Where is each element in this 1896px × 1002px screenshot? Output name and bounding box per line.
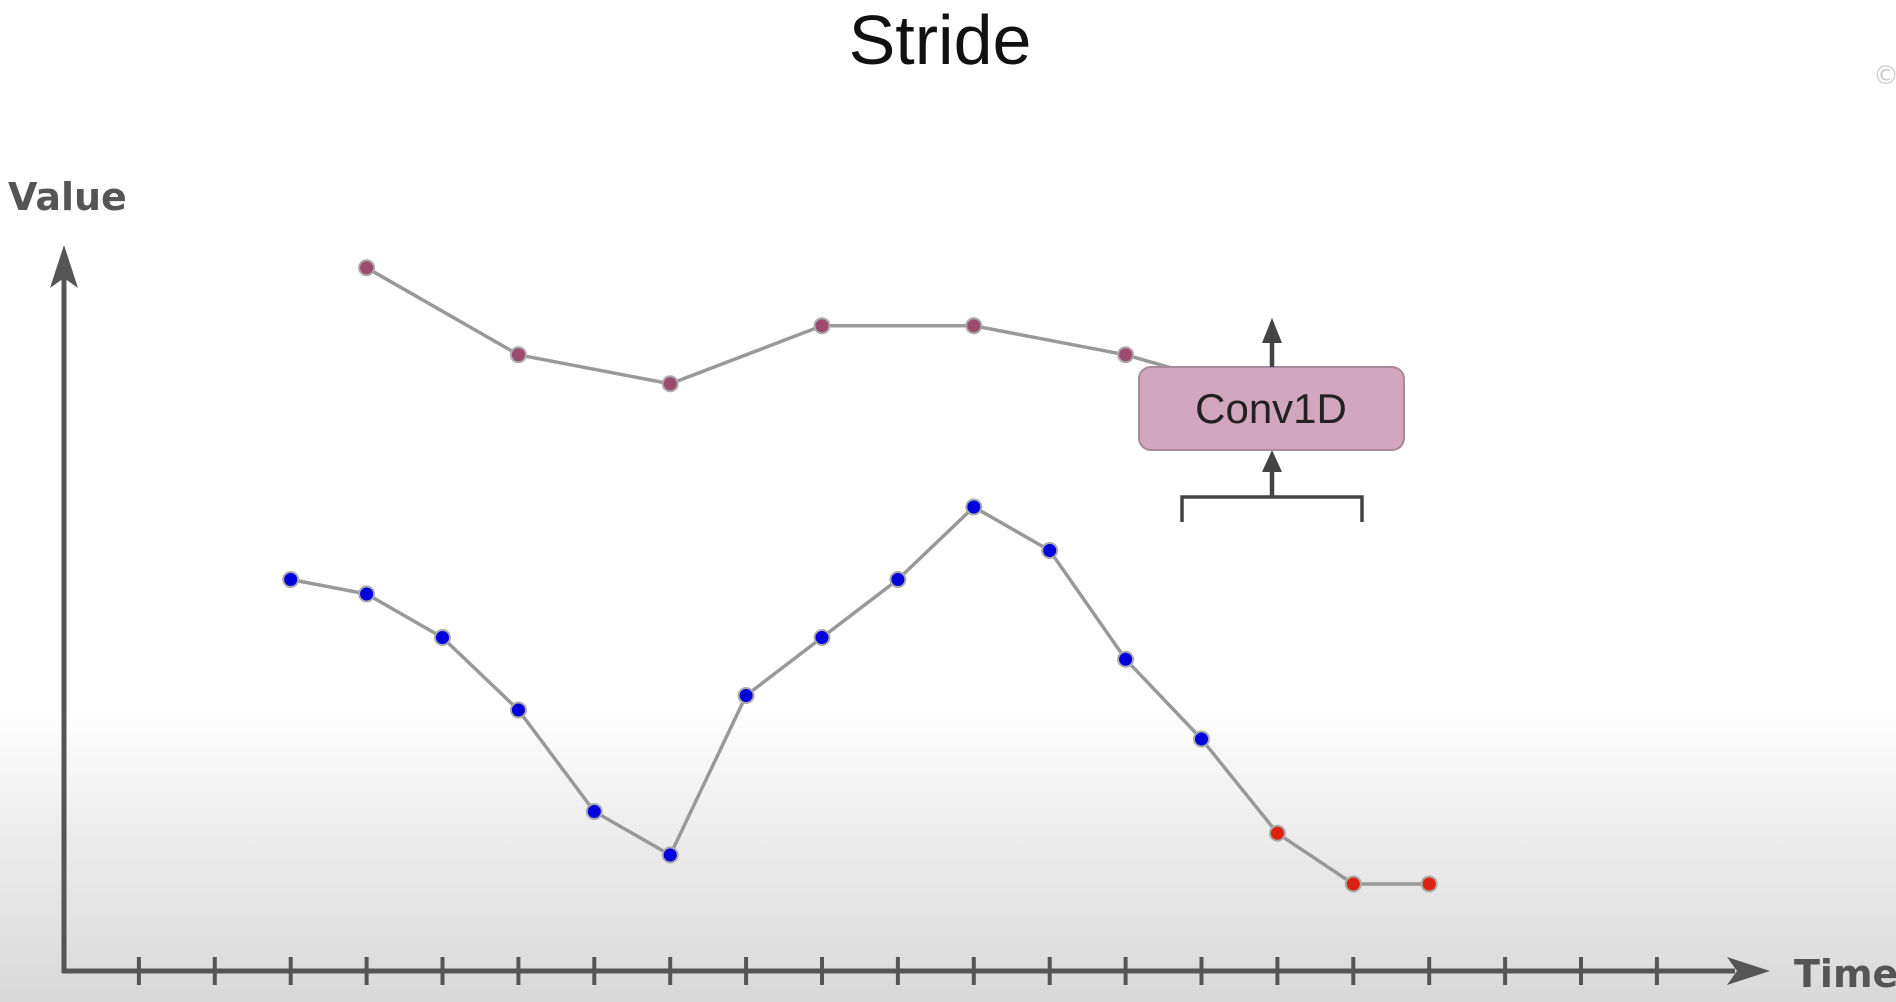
- input-point: [358, 585, 376, 603]
- output-point: [358, 259, 376, 277]
- axes: [50, 245, 1770, 985]
- input-point: [509, 701, 527, 719]
- input-point: [889, 571, 907, 588]
- input-point: [1117, 650, 1135, 668]
- input-point: [965, 498, 983, 516]
- output-point: [509, 346, 527, 364]
- page-title: Stride: [849, 1, 1032, 79]
- window-point: [1268, 824, 1286, 842]
- window-point: [1344, 875, 1362, 893]
- input-series: [282, 498, 1438, 893]
- output-arrowhead: [1262, 318, 1282, 343]
- input-point: [1193, 730, 1210, 748]
- input-point: [282, 571, 300, 588]
- y-axis-arrowhead: [50, 245, 78, 288]
- x-axis-ticks: [136, 957, 1659, 985]
- receptive-field-bracket: [1180, 495, 1364, 522]
- input-point: [434, 629, 451, 646]
- conv1d-block: Conv1D: [1138, 318, 1405, 522]
- input-point: [1041, 542, 1059, 559]
- output-point: [965, 317, 983, 335]
- output-point: [813, 317, 831, 335]
- input-point: [661, 846, 679, 864]
- input-series-line: [290, 505, 1430, 886]
- corner-mark: ©: [1873, 61, 1896, 91]
- window-point: [1420, 875, 1438, 893]
- output-point: [661, 375, 679, 393]
- input-arrowhead: [1262, 450, 1282, 472]
- x-axis-arrowhead: [1727, 957, 1770, 985]
- conv1d-label: Conv1D: [1195, 385, 1347, 432]
- input-point: [585, 803, 603, 820]
- y-axis-label: Value: [8, 175, 127, 219]
- x-axis-label: Time: [1794, 952, 1896, 996]
- input-point: [813, 629, 831, 646]
- input-point: [737, 687, 755, 704]
- output-point: [1117, 346, 1135, 364]
